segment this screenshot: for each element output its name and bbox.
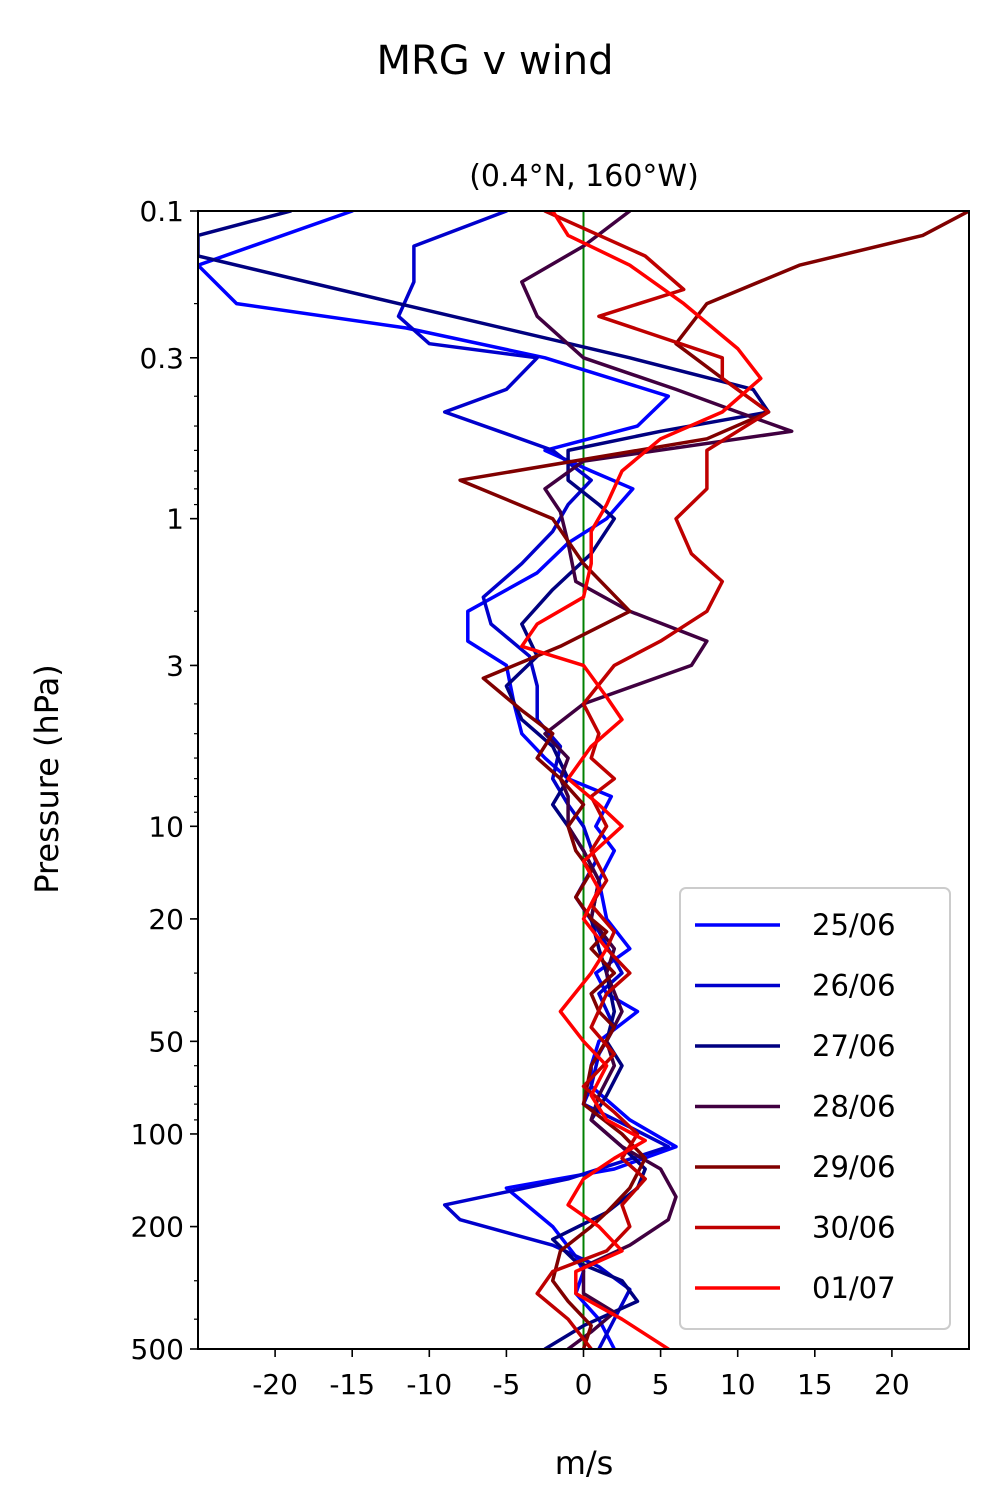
- x-tick-label: -5: [492, 1368, 520, 1401]
- plot-area: 0.1 0.3 1 3 10 20 50 100 200 500 -20 -15 -10 -5 0 5 10 15…: [131, 195, 970, 1401]
- chart-subtitle: (0.4°N, 160°W): [469, 159, 699, 194]
- legend-label: 30/06: [812, 1211, 896, 1245]
- legend-label: 26/06: [812, 969, 896, 1003]
- y-tick-label: 20: [148, 903, 184, 936]
- plot-frame: [197, 210, 970, 1350]
- y-tick-label: 0.1: [139, 195, 184, 228]
- x-tick-label: 20: [874, 1368, 910, 1401]
- series-lines: [198, 211, 969, 1349]
- chart-title: MRG v wind: [377, 38, 614, 84]
- series-line-28-06: [520, 211, 794, 1349]
- legend-label: 29/06: [812, 1150, 896, 1184]
- y-tick-label: 50: [148, 1025, 184, 1058]
- x-tick-label: -20: [252, 1368, 298, 1401]
- series-line-26-06: [396, 211, 671, 1349]
- y-tick-label: 200: [131, 1211, 184, 1244]
- y-tick-label: 500: [131, 1333, 184, 1366]
- y-tick-label: 10: [148, 810, 184, 843]
- y-tick-label: 1: [166, 503, 184, 536]
- legend-box: [679, 887, 951, 1330]
- legend: 25/06 26/06 27/06 28/06 29/06 30/06 01/07: [679, 887, 951, 1330]
- x-axis-ticks: -20 -15 -10 -5 0 5 10 15 20: [252, 1349, 910, 1401]
- y-tick-label: 3: [166, 649, 184, 682]
- legend-label: 25/06: [812, 908, 896, 942]
- y-axis-ticks: 0.1 0.3 1 3 10 20 50 100 200 500: [131, 195, 198, 1366]
- legend-label: 01/07: [812, 1271, 896, 1305]
- series-line-25-06: [198, 211, 678, 1349]
- legend-label: 28/06: [812, 1090, 896, 1124]
- y-axis-label: Pressure (hPa): [28, 664, 66, 894]
- x-tick-label: -15: [329, 1368, 375, 1401]
- y-tick-label: 100: [131, 1118, 184, 1151]
- legend-label: 27/06: [812, 1029, 896, 1063]
- y-tick-label: 0.3: [139, 342, 184, 375]
- series-line-30-06: [535, 211, 771, 1349]
- x-axis-label: m/s: [555, 1444, 614, 1482]
- x-tick-label: 10: [720, 1368, 756, 1401]
- series-line-01-07: [520, 211, 763, 1349]
- x-tick-label: -10: [406, 1368, 452, 1401]
- x-tick-label: 0: [575, 1368, 593, 1401]
- x-tick-label: 5: [652, 1368, 670, 1401]
- x-tick-label: 15: [797, 1368, 833, 1401]
